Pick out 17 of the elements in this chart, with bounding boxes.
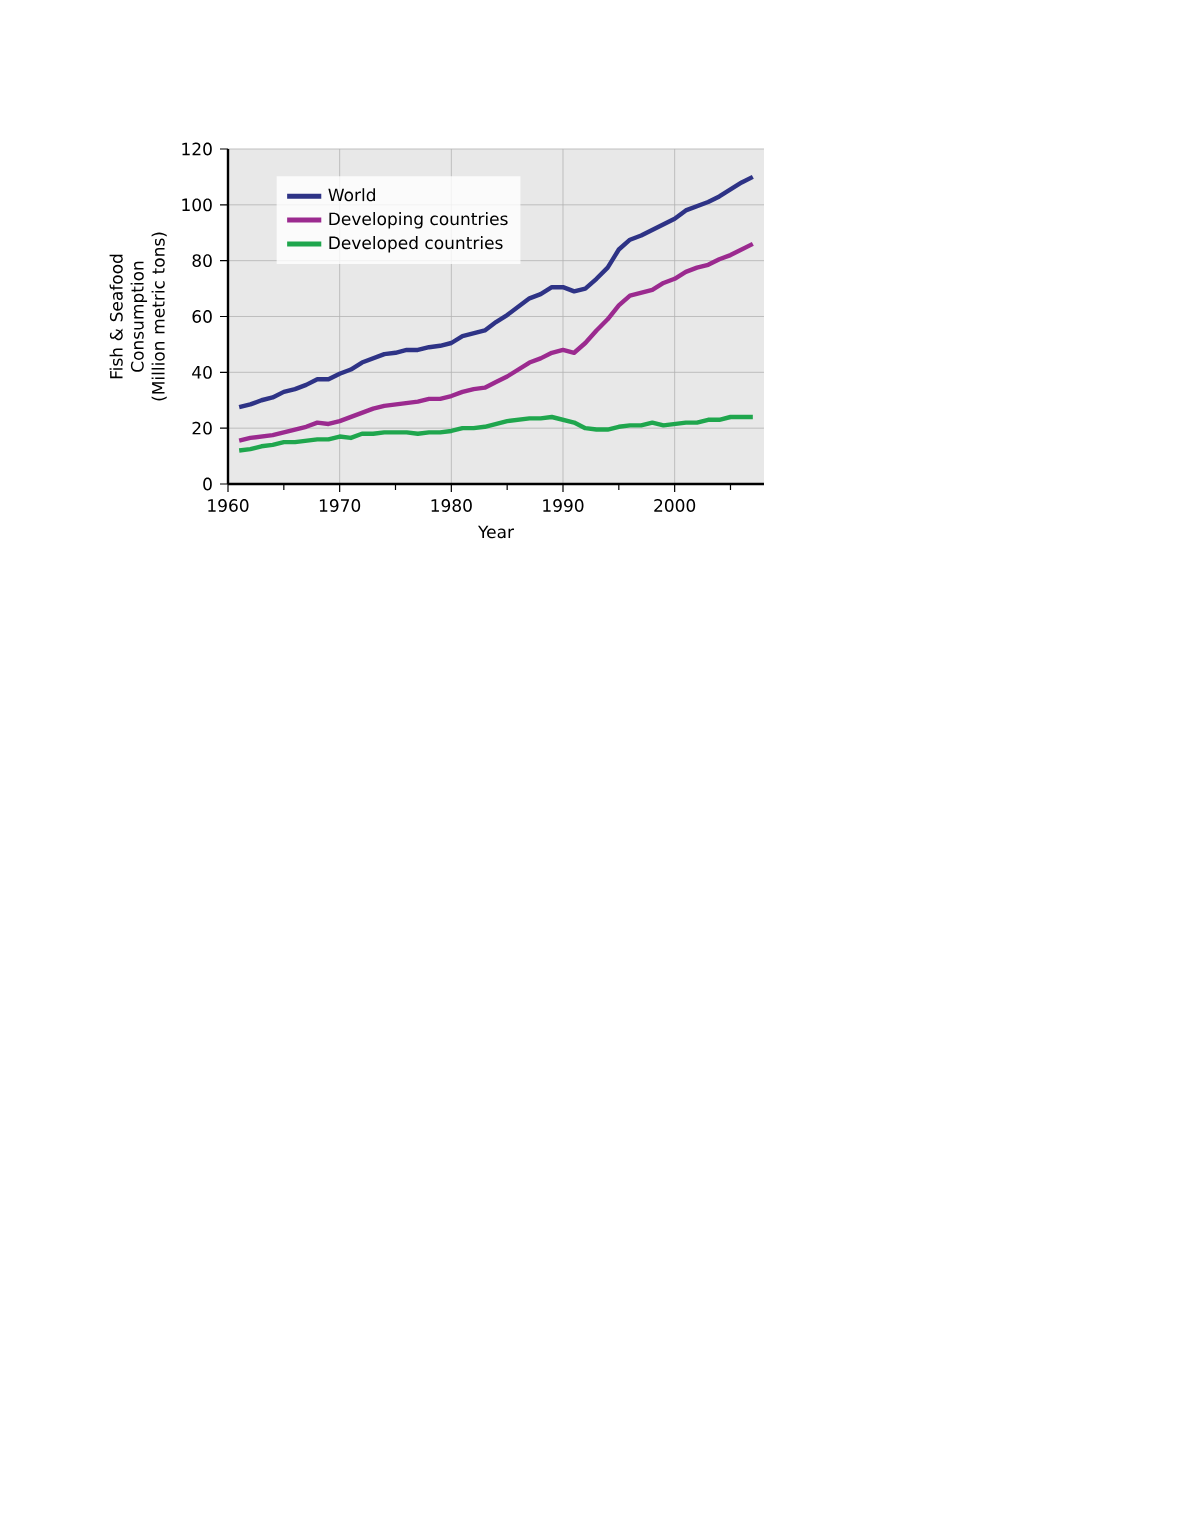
x-tick-label: 1980 [431,499,472,512]
x-tick-label: 1960 [208,499,249,512]
legend-label: Developed countries [329,236,503,253]
y-tick-label: 60 [192,310,212,323]
y-tick-label: 100 [182,198,212,212]
y-tick-label: 20 [192,421,212,435]
y-axis-title: Fish & Seafood Consumption (Million metric tons) [109,232,167,401]
x-axis-title: Year [477,525,515,539]
legend-label: World [328,188,375,202]
x-tick-label: 1970 [319,499,361,512]
y-tick-label: 120 [182,142,212,156]
legend-label: Developing countries [329,212,508,229]
y-tick-label: 80 [192,254,212,268]
y-tick-label: 40 [192,365,212,379]
y-tick-label: 0 [203,477,212,491]
x-tick-label: 2000 [654,499,696,512]
x-tick-label: 1990 [543,499,584,512]
